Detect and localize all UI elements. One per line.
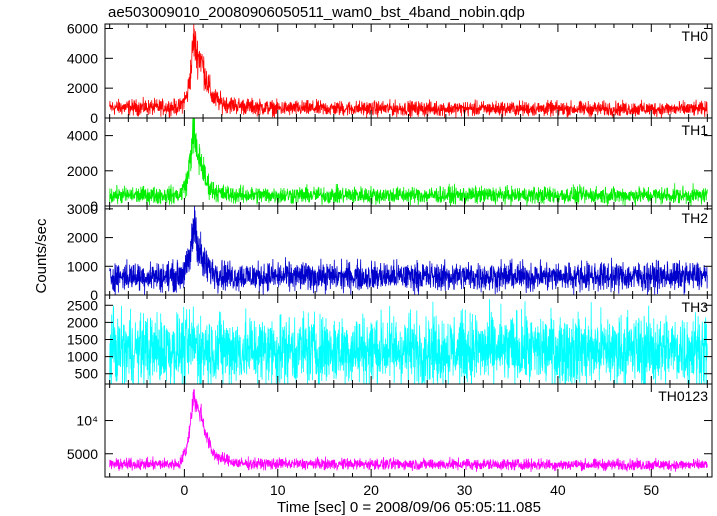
x-tick-label: 20 [363,482,379,498]
y-tick-label-th2: 1000 [67,258,98,274]
y-tick-label-th0: 4000 [67,50,98,66]
x-tick-label: 40 [550,482,566,498]
y-tick-label-th0: 2000 [67,80,98,96]
y-tick-label-th0123: 10⁴ [76,413,98,429]
y-tick-label-th3: 2000 [67,314,98,330]
x-tick-label: 10 [270,482,286,498]
panel-label-th3: TH3 [682,299,709,315]
series-line-th0123 [109,389,708,473]
series-line-th1 [109,118,708,206]
series-line-th0 [109,24,708,118]
panel-label-th0123: TH0123 [658,388,708,404]
y-tick-label-th3: 500 [75,366,99,382]
y-tick-label-th0: 6000 [67,20,98,36]
y-tick-label-th1: 2000 [67,163,98,179]
panel-label-th1: TH1 [682,122,709,138]
series-line-th3 [109,299,708,384]
y-tick-label-th2: 3000 [67,201,98,217]
chart-title: ae503009010_20080906050511_wam0_bst_4ban… [108,4,525,21]
panel-label-th0: TH0 [682,28,709,44]
panels-group: TH0 0 2000 4000 6000 TH1 0 2000 4000 TH2 0 1000 2000… [67,20,713,498]
y-tick-label-th0123: 5000 [67,446,98,462]
y-tick-label-th3: 1000 [67,349,98,365]
x-tick-label: 0 [180,482,188,498]
x-axis-label: Time [sec] 0 = 2008/09/06 05:05:11.085 [277,499,541,516]
series-line-th2 [109,206,708,295]
y-tick-label-th1: 0 [90,198,98,214]
x-tick-label: 30 [457,482,473,498]
y-tick-label-th2: 0 [90,287,98,303]
y-tick-label-th1: 4000 [67,128,98,144]
x-tick-label: 50 [644,482,660,498]
y-tick-label-th0: 0 [90,110,98,126]
y-tick-label-th3: 1500 [67,332,98,348]
y-axis-label: Counts/sec [33,218,50,294]
panel-label-th2: TH2 [682,210,709,226]
y-tick-label-th2: 2000 [67,230,98,246]
y-tick-label-th3: 2500 [67,297,98,313]
